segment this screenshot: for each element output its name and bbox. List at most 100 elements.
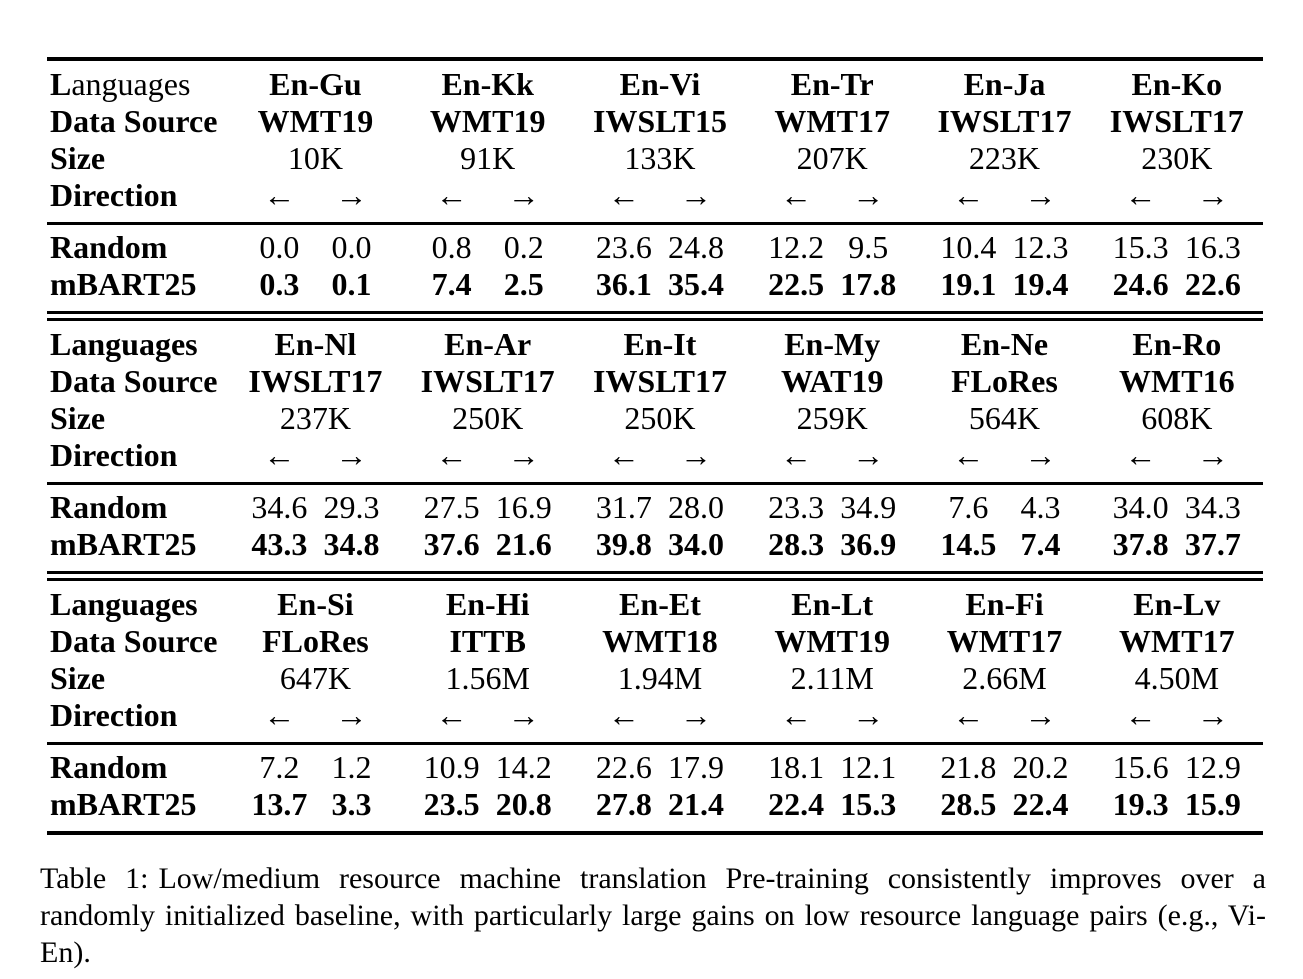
results-table-wrapper: Languages En-Gu En-Kk En-Vi En-Tr En-Ja En-Ko D…	[47, 57, 1263, 835]
section-separator-row	[47, 571, 1263, 581]
left-arrow-icon: ←	[1124, 177, 1157, 213]
random-score: 10.4	[918, 222, 1005, 266]
right-arrow-icon: →	[852, 437, 885, 473]
right-arrow-icon: →	[1024, 437, 1057, 473]
size-value: 223K	[968, 140, 1041, 176]
row-label-languages-bold-part: L	[50, 66, 72, 102]
table-caption: Table 1: Low/medium resource machine tran…	[40, 860, 1266, 971]
random-score: 17.9	[659, 742, 747, 786]
right-arrow-icon: →	[335, 437, 368, 473]
mbart25-score: 37.6	[423, 526, 480, 562]
right-arrow-icon: →	[852, 697, 885, 733]
random-score: 34.3	[1176, 482, 1263, 526]
random-score: 18.1	[746, 742, 833, 786]
row-label-random: Random	[47, 482, 230, 526]
row-label-random: Random	[47, 222, 230, 266]
row-label-mbart25: mBART25	[50, 526, 197, 562]
row-label-direction: Direction	[50, 177, 178, 213]
row-label-data-source: Data Source	[50, 103, 218, 139]
row-label-data-source: Data Source	[50, 623, 218, 659]
mbart25-score: 39.8	[595, 526, 652, 562]
row-label-size: Size	[50, 400, 106, 436]
direction-row: Direction ← → ← → ← → ← → ← → ← →	[47, 697, 1263, 744]
language-pair-en-kk: En-Kk	[441, 66, 534, 102]
size-value: 608K	[1141, 400, 1213, 436]
languages-row: Languages En-Gu En-Kk En-Vi En-Tr En-Ja En-Ko	[47, 59, 1263, 103]
direction-row: Direction ← → ← → ← → ← → ← → ← →	[47, 177, 1263, 224]
random-score: 24.8	[659, 222, 747, 266]
mbart25-score: 3.3	[331, 786, 372, 822]
right-arrow-icon: →	[1024, 697, 1057, 733]
size-value: 4.50M	[1134, 660, 1220, 696]
left-arrow-icon: ←	[435, 437, 468, 473]
language-pair-en-ja: En-Ja	[963, 66, 1046, 102]
random-score: 23.6	[573, 222, 660, 266]
mbart25-score: 27.8	[595, 786, 652, 822]
random-row: Random 7.2 1.2 10.9 14.2 22.6 17.9 18.1 12.1 21.8…	[47, 742, 1263, 786]
random-score: 1.2	[315, 742, 402, 786]
direction-row: Direction ← → ← → ← → ← → ← → ← →	[47, 437, 1263, 484]
left-arrow-icon: ←	[780, 437, 813, 473]
mbart25-score: 19.4	[1012, 266, 1069, 302]
random-score: 16.9	[487, 482, 574, 526]
mbart25-score: 2.5	[503, 266, 544, 302]
left-arrow-icon: ←	[780, 177, 813, 213]
left-arrow-icon: ←	[1124, 437, 1157, 473]
row-label-data-source: Data Source	[50, 363, 218, 399]
mbart25-score: 37.8	[1112, 526, 1169, 562]
languages-row: Languages En-Nl En-Ar En-It En-My En-Ne En-Ro	[47, 320, 1263, 364]
mbart25-score: 22.4	[768, 786, 825, 822]
random-score: 27.5	[401, 482, 488, 526]
size-value: 10K	[287, 140, 343, 176]
random-score: 7.2	[229, 742, 316, 786]
mbart25-score: 37.7	[1184, 526, 1241, 562]
mbart25-score: 35.4	[668, 266, 724, 302]
random-score: 12.3	[1004, 222, 1091, 266]
random-score: 20.2	[1004, 742, 1091, 786]
right-arrow-icon: →	[680, 697, 712, 733]
random-score: 7.6	[918, 482, 1005, 526]
random-score: 34.9	[832, 482, 919, 526]
data-source-value: IWSLT15	[592, 103, 727, 139]
language-pair-en-vi: En-Vi	[619, 66, 701, 102]
random-score: 14.2	[487, 742, 574, 786]
mbart25-score: 19.1	[940, 266, 997, 302]
mbart25-score: 14.5	[940, 526, 997, 562]
row-label-languages: Languages	[47, 320, 229, 364]
left-arrow-icon: ←	[263, 437, 296, 473]
row-label-languages: Languages	[47, 580, 229, 624]
table-section-2: Languages En-Nl En-Ar En-It En-My En-Ne En-Ro D…	[47, 320, 1263, 581]
mbart25-score: 7.4	[431, 266, 472, 302]
data-source-value: IWSLT17	[937, 103, 1072, 139]
row-label-random: Random	[47, 742, 230, 786]
row-label-size: Size	[50, 660, 106, 696]
data-source-value: ITTB	[449, 623, 526, 659]
caption-label: Table 1:	[40, 862, 149, 895]
mbart25-row: mBART25 0.3 0.1 7.4 2.5 36.1 35.4 22.5 17.8 19.1 1…	[47, 266, 1263, 313]
random-score: 0.8	[401, 222, 488, 266]
random-score: 0.0	[229, 222, 316, 266]
language-pair-en-hi: En-Hi	[445, 586, 530, 622]
language-pair-en-it: En-It	[623, 326, 697, 362]
double-rule	[47, 571, 1263, 581]
random-row: Random 0.0 0.0 0.8 0.2 23.6 24.8 12.2 9.5 10.4 12.…	[47, 222, 1263, 266]
left-arrow-icon: ←	[607, 697, 640, 733]
size-value: 2.11M	[790, 660, 874, 696]
language-pair-en-ar: En-Ar	[444, 326, 532, 362]
random-score: 12.1	[832, 742, 919, 786]
size-value: 250K	[452, 400, 524, 436]
size-value: 230K	[1141, 140, 1213, 176]
row-label-languages-bold-part: Languages	[50, 586, 198, 622]
mbart25-score: 22.5	[768, 266, 825, 302]
mbart25-score: 7.4	[1020, 526, 1061, 562]
right-arrow-icon: →	[1196, 697, 1229, 733]
random-score: 22.6	[573, 742, 660, 786]
data-source-value: WMT19	[774, 623, 890, 659]
data-source-row: Data Source IWSLT17 IWSLT17 IWSLT17 WAT19 FLo…	[47, 363, 1263, 400]
mbart25-score: 15.9	[1184, 786, 1241, 822]
data-source-value: WMT16	[1119, 363, 1235, 399]
double-rule	[47, 311, 1263, 321]
table-section-3: Languages En-Si En-Hi En-Et En-Lt En-Fi En-Lv D…	[47, 580, 1263, 834]
right-arrow-icon: →	[335, 177, 368, 213]
size-value: 1.56M	[445, 660, 530, 696]
